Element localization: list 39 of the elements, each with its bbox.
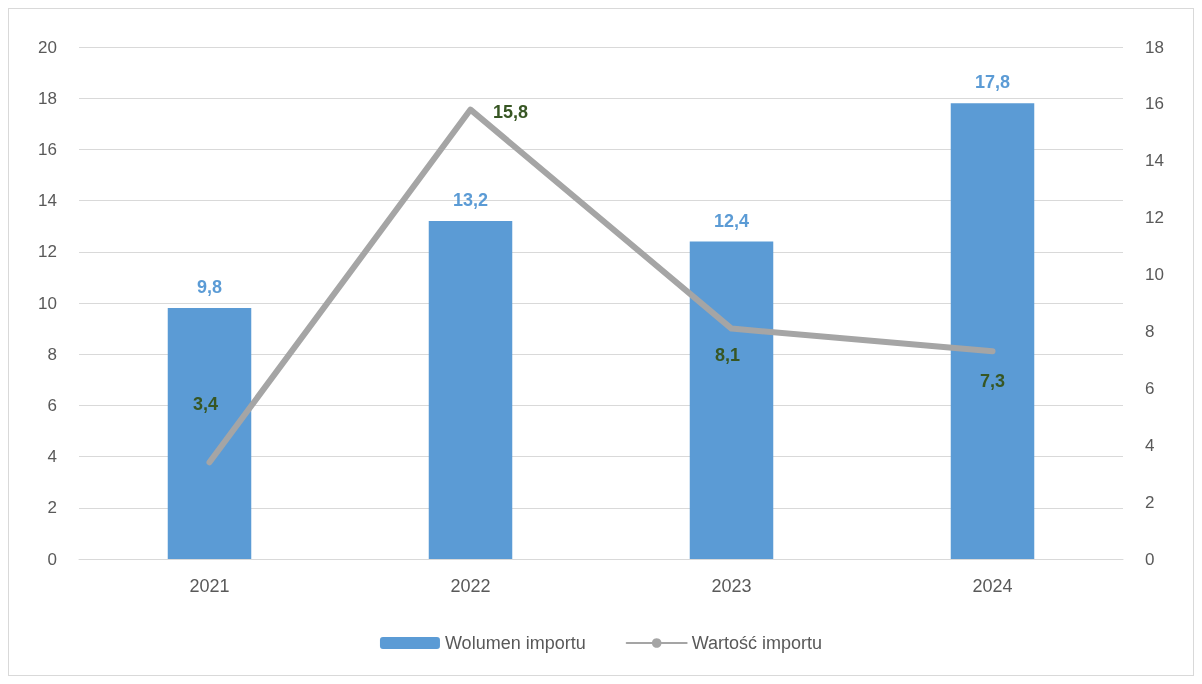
y-tick-label: 0 [47, 549, 57, 569]
y2-tick-label: 18 [1145, 37, 1164, 57]
y-tick-label: 8 [47, 344, 57, 364]
y-tick-label: 14 [38, 191, 57, 211]
data-label: 3,4 [192, 394, 219, 415]
x-tick-label: 2021 [189, 576, 230, 596]
y2-tick-label: 6 [1145, 378, 1155, 398]
legend-label: Wartość importu [691, 633, 823, 653]
bar [689, 241, 774, 559]
y2-tick-label: 16 [1145, 94, 1164, 114]
data-label: 7,3 [979, 371, 1006, 392]
y-tick-label: 6 [47, 395, 57, 415]
x-tick-label: 2023 [711, 576, 752, 596]
y-tick-label: 12 [38, 242, 57, 262]
y-tick-label: 10 [38, 293, 57, 313]
y2-tick-label: 10 [1145, 265, 1164, 285]
y2-tick-label: 0 [1145, 549, 1155, 569]
legend-label: Wolumen importu [444, 633, 586, 653]
data-label: 13,2 [452, 190, 489, 211]
y2-tick-label: 4 [1145, 435, 1155, 455]
bar [428, 221, 513, 559]
y2-tick-label: 12 [1145, 208, 1164, 228]
y-tick-label: 2 [47, 498, 57, 518]
y2-tick-label: 8 [1145, 321, 1155, 341]
x-tick-label: 2022 [450, 576, 491, 596]
data-label: 8,1 [714, 344, 741, 365]
y2-tick-label: 2 [1145, 492, 1155, 512]
y-tick-label: 20 [38, 37, 57, 57]
y-tick-label: 18 [38, 88, 57, 108]
bar [950, 103, 1035, 559]
bar [167, 308, 252, 559]
y-tick-label: 16 [38, 139, 57, 159]
x-tick-label: 2024 [972, 576, 1013, 596]
y-tick-label: 4 [47, 447, 57, 467]
y2-tick-label: 14 [1145, 151, 1164, 171]
data-label: 12,4 [713, 210, 750, 231]
data-label: 17,8 [974, 72, 1011, 93]
data-label: 9,8 [196, 277, 223, 298]
data-label: 15,8 [492, 101, 529, 122]
